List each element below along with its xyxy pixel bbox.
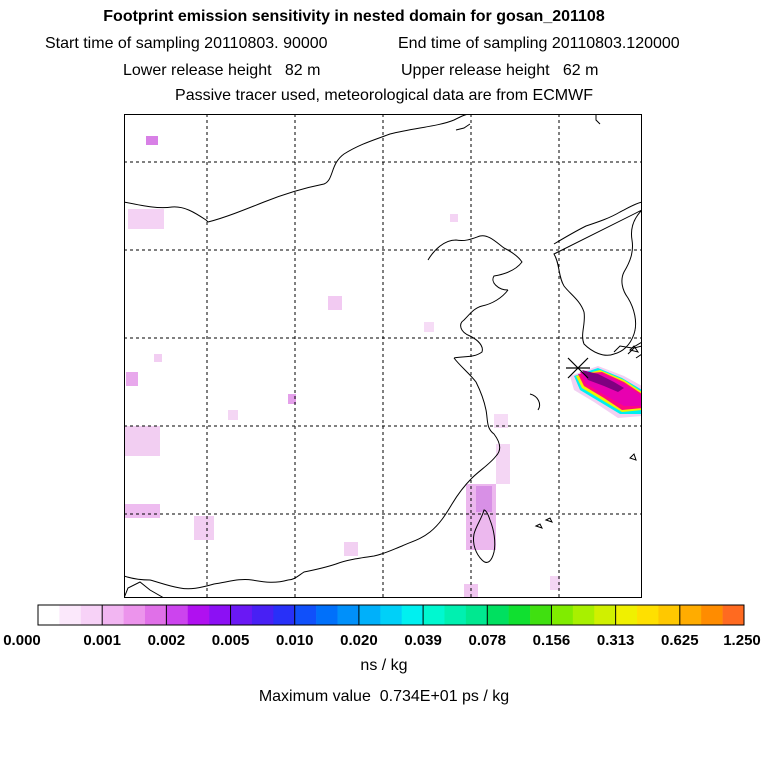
colorbar-cell — [401, 605, 424, 625]
colorbar-frame — [37, 604, 745, 626]
plume — [570, 366, 642, 418]
colorbar: 0.000 0.001 0.002 0.005 0.010 0.020 0.039 0.078… — [3, 604, 761, 649]
colorbar-cell — [187, 605, 210, 625]
colorbar-cell — [358, 605, 381, 625]
colorbar-cell — [230, 605, 253, 625]
sensitivity-spot — [328, 296, 342, 310]
sensitivity-spot — [494, 414, 508, 428]
colorbar-tick-label: 0.001 — [83, 632, 121, 649]
plot-title: Footprint emission sensitivity in nested… — [103, 8, 605, 25]
colorbar-cell — [658, 605, 681, 625]
colorbar-unit: ns / kg — [360, 657, 408, 674]
colorbar-cell — [551, 605, 574, 625]
colorbar-cell — [38, 605, 60, 625]
colorbar-cell — [80, 605, 103, 625]
footprint-map — [123, 113, 643, 599]
sensitivity-spot — [146, 136, 158, 145]
colorbar-cell — [615, 605, 638, 625]
colorbar-cell — [594, 605, 616, 625]
colorbar-cell — [316, 605, 338, 625]
colorbar-cell — [637, 605, 659, 625]
colorbar-tick-label: 0.313 — [597, 632, 635, 649]
sensitivity-spot — [476, 486, 492, 512]
colorbar-ticks: 0.000 0.001 0.002 0.005 0.010 0.020 0.039 0.078… — [3, 632, 761, 649]
sensitivity-spot — [450, 214, 458, 222]
sensitivity-spot — [424, 322, 434, 332]
tracer-note: Passive tracer used, meteorological data… — [175, 87, 593, 104]
colorbar-cell — [508, 605, 531, 625]
sensitivity-spot — [344, 542, 358, 556]
coastlines — [123, 113, 643, 599]
colorbar-tick-label: 1.250 — [723, 632, 761, 649]
colorbar-cell — [294, 605, 317, 625]
colorbar-cell — [102, 605, 124, 625]
map-canvas — [123, 113, 643, 599]
sensitivity-field — [124, 136, 560, 598]
taiwan-outline — [473, 509, 496, 563]
colorbar-tick-label: 0.078 — [468, 632, 506, 649]
sensitivity-spot — [288, 394, 296, 404]
graticule — [124, 114, 642, 598]
colorbar-cell — [423, 605, 445, 625]
colorbar-cell — [209, 605, 231, 625]
colorbar-cell — [572, 605, 595, 625]
upper-height-label: Upper release height 62 m — [401, 62, 599, 79]
colorbar-cell — [530, 605, 552, 625]
colorbar-cell — [380, 605, 402, 625]
sensitivity-spot — [154, 354, 162, 362]
sensitivity-spot — [496, 444, 510, 484]
end-time-label: End time of sampling 20110803.120000 — [398, 35, 680, 52]
colorbar-cell — [123, 605, 146, 625]
receptor-marker-icon — [566, 357, 590, 379]
colorbar-cell — [166, 605, 189, 625]
colorbar-cells — [37, 604, 745, 626]
sensitivity-spot — [464, 584, 478, 598]
colorbar-tick-label: 0.039 — [404, 632, 442, 649]
islands — [534, 345, 640, 529]
colorbar-tick-label: 0.005 — [212, 632, 250, 649]
sensitivity-spot — [550, 576, 560, 590]
sensitivity-spot — [124, 426, 160, 456]
colorbar-cell — [701, 605, 723, 625]
colorbar-tick-label: 0.020 — [340, 632, 378, 649]
colorbar-tick-label: 0.156 — [533, 632, 571, 649]
colorbar-cell — [59, 605, 82, 625]
colorbar-tick-label: 0.002 — [148, 632, 186, 649]
start-time-label: Start time of sampling 20110803. 90000 — [45, 35, 328, 52]
colorbar-cell — [487, 605, 509, 625]
colorbar-tick-label: 0.000 — [3, 632, 41, 649]
colorbar-cell — [251, 605, 274, 625]
map-frame — [124, 114, 642, 598]
colorbar-cell — [465, 605, 488, 625]
colorbar-cell — [444, 605, 467, 625]
colorbar-tick-label: 0.010 — [276, 632, 314, 649]
colorbar-cell — [144, 605, 167, 625]
colorbar-cell — [337, 605, 360, 625]
maximum-value: Maximum value 0.734E+01 ps / kg — [258, 688, 510, 705]
sensitivity-spot — [126, 372, 138, 386]
lower-height-label: Lower release height 82 m — [123, 62, 321, 79]
colorbar-cell — [722, 605, 745, 625]
colorbar-cell — [273, 605, 296, 625]
sensitivity-spot — [228, 410, 238, 420]
colorbar-tick-label: 0.625 — [661, 632, 699, 649]
sensitivity-spot — [128, 209, 164, 229]
colorbar-cell — [679, 605, 702, 625]
sensitivity-spot — [124, 504, 160, 518]
sensitivity-spot — [194, 516, 214, 540]
